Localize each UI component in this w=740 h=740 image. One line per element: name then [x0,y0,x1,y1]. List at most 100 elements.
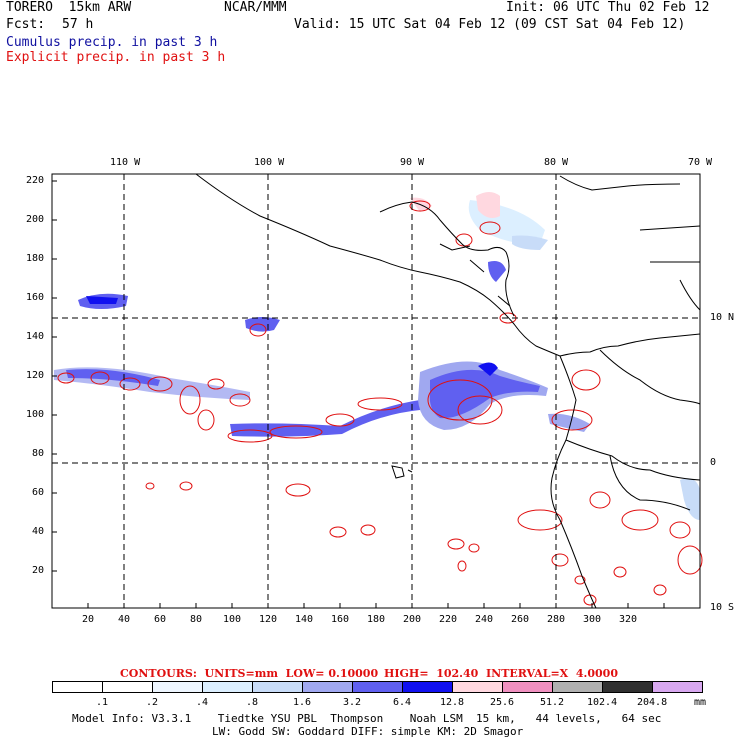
precip-contour [207,378,225,390]
precip-contour [285,483,311,497]
y-tick: 200 [26,214,45,225]
precip-contour [457,395,503,425]
colorbar-level: 12.8 [440,697,465,708]
fcst-label: Fcst: [6,17,46,32]
lon-label: 110 W [110,157,141,168]
y-tick: 120 [26,370,45,381]
sa-west-coast [550,355,597,609]
x-tick: 160 [331,614,350,625]
lat-label: 0 [710,457,717,468]
precip-contour [357,397,403,411]
colorbar-level: .4 [196,697,209,708]
precip-patch [230,400,420,437]
y-tick: 140 [26,331,45,342]
x-tick: 200 [403,614,422,625]
precip-contour [329,526,347,538]
lat-label: 10 N [710,312,735,323]
precip-contour [468,543,480,553]
precip-contour [427,379,493,421]
precip-patch [548,413,590,432]
precip-contour [479,221,501,235]
y-tick: 100 [26,409,45,420]
contours-high: HIGH= 102.40 [384,667,479,680]
precip-patch [429,369,540,419]
precip-patch [680,478,700,520]
y-tick: 160 [26,292,45,303]
yucatan-coast [379,201,515,317]
precip-contour [145,482,155,490]
x-tick: 220 [439,614,458,625]
galapagos [391,465,413,479]
precip-patch [488,261,506,282]
precip-contour [551,553,569,567]
precip-contour [90,371,110,385]
x-tick: 280 [547,614,566,625]
precip-contour [147,376,173,392]
x-tick: 80 [190,614,203,625]
sa-border-north [599,349,701,405]
precip-contour [179,481,193,491]
precip-contour [621,509,659,531]
x-tick: 320 [619,614,638,625]
precip-contour [119,377,141,391]
explicit-precip-contours [57,200,703,606]
precip-contour [551,409,593,431]
precip-patch [245,317,280,332]
caribbean-islands [639,225,701,311]
precip-contour [677,545,703,575]
org-label: NCAR/MMM [224,0,287,15]
precip-contour [227,429,273,443]
precip-contour [653,584,667,596]
precip-contour [197,409,215,431]
model-title: TORERO 15km ARW [6,0,132,15]
lon-label: 70 W [688,157,713,168]
colorbar-unit: mm [694,697,707,708]
precip-contour [669,521,691,539]
precip-contour [447,538,465,550]
precip-contour [360,524,376,536]
precip-patch [478,362,498,376]
precip-contour [613,566,627,578]
colorbar-cell [302,681,353,693]
valid-time: Valid: 15 UTC Sat 04 Feb 12 (09 CST Sat … [294,17,686,32]
colorbar-level: 51.2 [540,697,565,708]
x-tick: 120 [259,614,278,625]
precip-patch [476,192,500,218]
colorbar-cell [452,681,503,693]
y-tick: 180 [26,253,45,264]
colorbar-cell [402,681,453,693]
y-tick: 20 [32,565,45,576]
colorbar-cell [502,681,553,693]
precip-contour [269,425,323,439]
precip-contour [249,323,267,337]
precip-contour [517,509,563,531]
precip-contour [57,372,75,384]
y-tick: 60 [32,487,45,498]
colombia-coast [559,333,701,357]
lon-label: 90 W [400,157,425,168]
legend-cumulus: Cumulus precip. in past 3 h [6,35,218,50]
colorbar-cell [352,681,403,693]
coastlines [195,173,701,609]
contours-interval: INTERVAL=X 4.0000 [486,667,618,680]
central-america-border [439,243,511,307]
precip-patch [86,296,118,304]
colorbar-cell [152,681,203,693]
peru-border [609,455,691,511]
precip-contour [229,393,251,407]
x-tick: 100 [223,614,242,625]
precip-contour [179,385,201,415]
colorbar-level: 3.2 [343,697,362,708]
colorbar-cell [552,681,603,693]
init-time: Init: 06 UTC Thu 02 Feb 12 [506,0,710,15]
colorbar-cell [602,681,653,693]
ecuador-border [565,439,701,481]
colorbar-level: 204.8 [637,697,668,708]
legend-explicit: Explicit precip. in past 3 h [6,50,226,65]
colorbar-cell [652,681,703,693]
cumulus-precip-shading [54,192,700,520]
colorbar-level: .8 [246,697,259,708]
colorbar-cell [202,681,253,693]
precip-contour [409,200,431,212]
colorbar-level: 102.4 [587,697,618,708]
